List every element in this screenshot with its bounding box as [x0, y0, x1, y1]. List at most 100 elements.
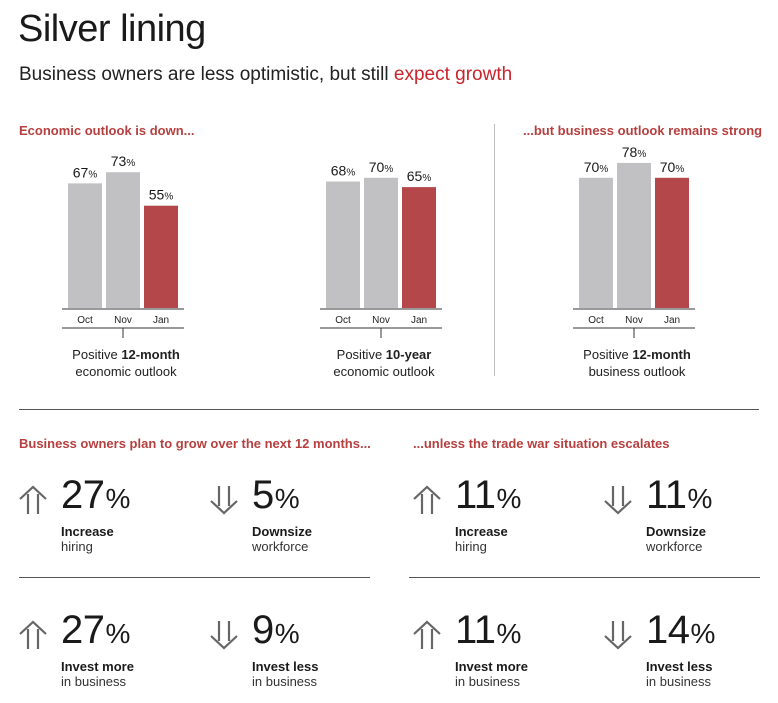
stat-grow-downsize-workforce: 5% Downsize workforce: [208, 473, 388, 554]
bar-value-label: 78%: [622, 144, 647, 160]
down-arrow-icon: [210, 621, 238, 650]
section-business-outlook: ...but business outlook remains strong: [523, 123, 763, 138]
stat-grow-increase-hiring: 27% Increase hiring: [17, 473, 197, 554]
bar-jan: [144, 205, 178, 308]
caption-prefix: Positive: [72, 347, 122, 362]
stat-percent: %: [687, 483, 713, 514]
bar-value-label: 55%: [149, 187, 174, 203]
down-arrow-icon: [604, 621, 632, 650]
stat-percent: %: [105, 618, 131, 649]
bar-oct: [326, 181, 360, 308]
caption-line2: economic outlook: [333, 364, 435, 379]
bar-value-label: 67%: [73, 164, 98, 180]
bar-oct: [68, 183, 102, 308]
bar-value-label: 70%: [369, 159, 394, 175]
caption-line2: economic outlook: [75, 364, 177, 379]
stat-grow-invest-more: 27% Invest more in business: [17, 608, 197, 689]
caption-prefix: Positive: [336, 347, 386, 362]
caption-bold: 12-month: [632, 347, 691, 362]
bar-jan: [655, 177, 689, 308]
stat-number: 11: [455, 473, 496, 517]
stat-sublabel: in business: [61, 674, 127, 689]
bar-nov: [617, 162, 651, 308]
stat-value: 9%: [252, 608, 300, 653]
chart-baseline: [573, 308, 695, 338]
bar-nov: [364, 177, 398, 308]
stat-label: Invest less: [252, 659, 319, 674]
chart-economic-12-month-svg: 67% Oct 73% Nov 55% Jan: [62, 153, 184, 338]
chart-baseline: [320, 308, 442, 338]
caption-bold: 12-month: [121, 347, 180, 362]
stat-value: 27%: [61, 608, 130, 653]
bar-value-label: 70%: [584, 159, 609, 175]
bar-value-label: 70%: [660, 159, 685, 175]
stat-percent: %: [496, 618, 522, 649]
caption-prefix: Positive: [583, 347, 633, 362]
section-trade-war: ...unless the trade war situation escala…: [413, 436, 670, 451]
category-label: Nov: [372, 315, 390, 326]
stat-sublabel: workforce: [646, 539, 703, 554]
chart-economic-10-year-caption: Positive 10-year economic outlook: [284, 346, 484, 380]
stat-number: 11: [455, 608, 496, 652]
section-economic-outlook: Economic outlook is down...: [19, 123, 195, 138]
stat-label: Increase: [61, 524, 114, 539]
category-label: Oct: [335, 315, 351, 326]
stat-number: 9: [252, 608, 274, 652]
caption-bold: 10-year: [385, 347, 432, 362]
stat-label: Increase: [455, 524, 508, 539]
stat-percent: %: [274, 618, 300, 649]
stat-percent: %: [690, 618, 716, 649]
stat-label: Invest less: [646, 659, 713, 674]
stat-label: Downsize: [252, 524, 312, 539]
bar-value-label: 73%: [111, 153, 136, 169]
stat-label: Downsize: [646, 524, 706, 539]
bar-jan: [402, 187, 436, 308]
horizontal-divider-right: [409, 577, 760, 578]
stat-value: 14%: [646, 608, 715, 653]
bar-nov: [106, 172, 140, 308]
stat-number: 14: [646, 608, 690, 652]
stat-number: 5: [252, 473, 274, 517]
caption-line2: business outlook: [588, 364, 686, 379]
chart-economic-10-year-svg: 68% Oct 70% Nov 65% Jan: [320, 159, 442, 338]
stat-number: 27: [61, 608, 105, 652]
chart-business-12-month-caption: Positive 12-month business outlook: [537, 346, 737, 380]
bar-value-label: 68%: [331, 163, 356, 179]
horizontal-divider-top: [19, 409, 759, 410]
stat-label: Invest more: [61, 659, 134, 674]
stat-trade-invest-less: 14% Invest less in business: [602, 608, 778, 689]
page-title: Silver lining: [18, 8, 206, 50]
stat-value: 27%: [61, 473, 130, 518]
category-label: Jan: [411, 315, 427, 326]
horizontal-divider-left: [19, 577, 370, 578]
stat-value: 11%: [455, 608, 521, 653]
stat-sublabel: in business: [646, 674, 712, 689]
stat-percent: %: [105, 483, 131, 514]
chart-business-12-month: 70% Oct 78% Nov 70% Jan: [567, 144, 707, 338]
category-label: Nov: [114, 315, 132, 326]
chart-business-12-month-svg: 70% Oct 78% Nov 70% Jan: [573, 144, 695, 338]
up-arrow-icon: [413, 620, 441, 649]
chart-economic-12-month-caption: Positive 12-month economic outlook: [26, 346, 226, 380]
up-arrow-icon: [413, 485, 441, 514]
chart-baseline: [62, 308, 184, 338]
stat-label: Invest more: [455, 659, 528, 674]
stat-grow-invest-less: 9% Invest less in business: [208, 608, 388, 689]
category-label: Oct: [588, 315, 604, 326]
vertical-divider: [494, 124, 495, 376]
bar-oct: [579, 177, 613, 308]
stat-trade-increase-hiring: 11% Increase hiring: [411, 473, 591, 554]
chart-economic-12-month: 67% Oct 73% Nov 55% Jan: [56, 153, 196, 338]
category-label: Oct: [77, 315, 93, 326]
stat-sublabel: workforce: [252, 539, 309, 554]
category-label: Jan: [153, 315, 169, 326]
section-grow-plans: Business owners plan to grow over the ne…: [19, 436, 371, 451]
down-arrow-icon: [604, 486, 632, 515]
stat-trade-downsize-workforce: 11% Downsize workforce: [602, 473, 778, 554]
stat-sublabel: in business: [455, 674, 521, 689]
stat-sublabel: hiring: [61, 539, 93, 554]
category-label: Jan: [664, 315, 680, 326]
up-arrow-icon: [19, 485, 47, 514]
bar-value-label: 65%: [407, 168, 432, 184]
up-arrow-icon: [19, 620, 47, 649]
